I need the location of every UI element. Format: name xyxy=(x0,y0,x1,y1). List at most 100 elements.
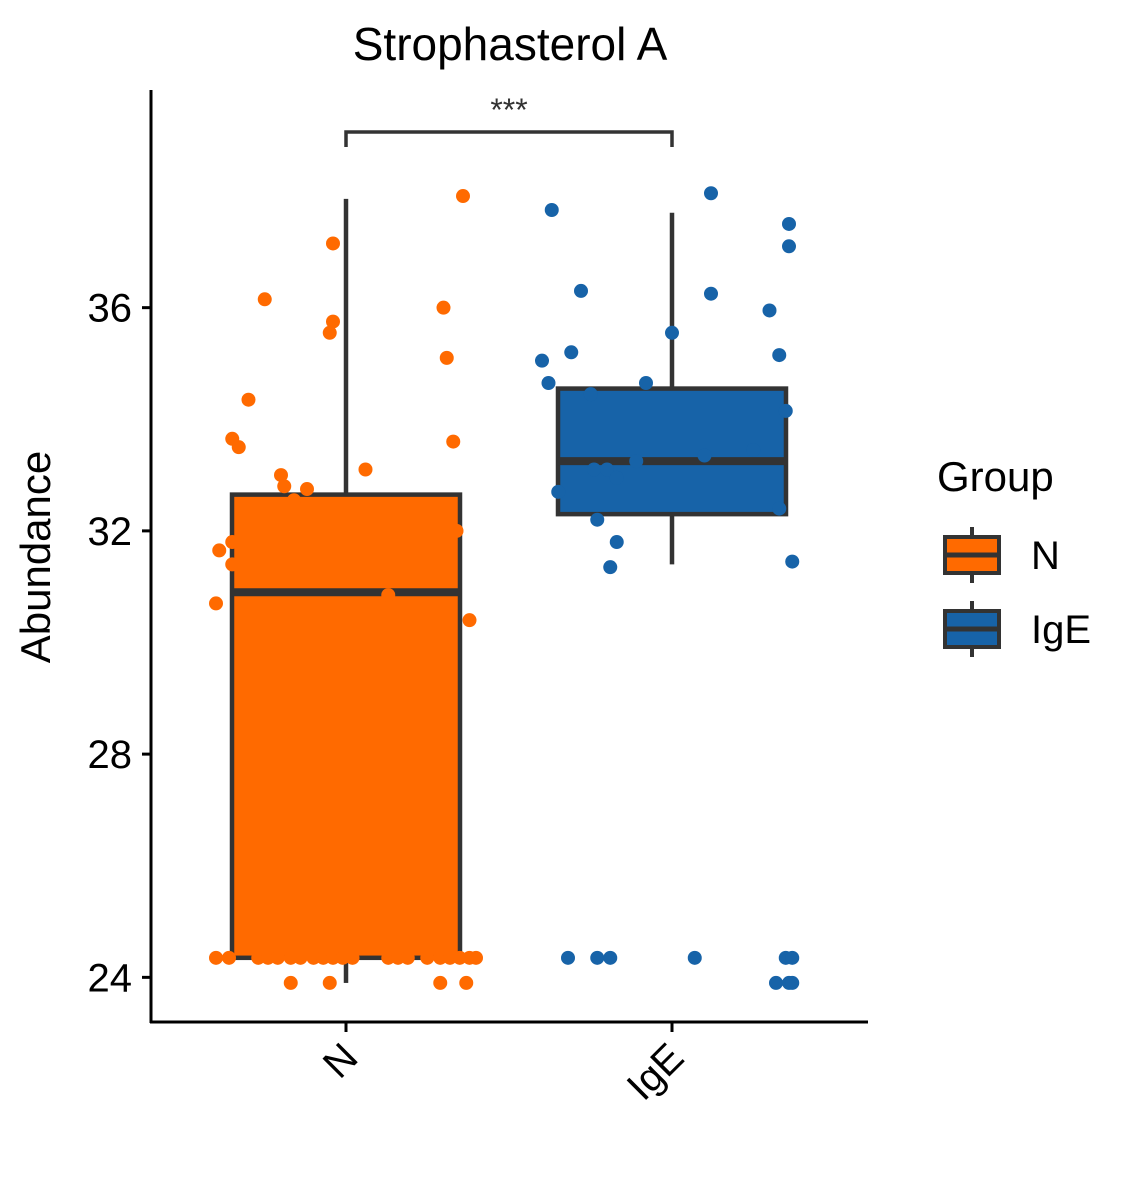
data-point-N-29 xyxy=(322,325,337,340)
data-point-IgE-28 xyxy=(590,950,605,965)
y-tick-label-32: 32 xyxy=(88,510,133,554)
data-point-N-12 xyxy=(381,950,396,965)
data-point-N-34 xyxy=(231,440,246,455)
data-point-IgE-13 xyxy=(583,387,598,402)
chart-title: Strophasterol A xyxy=(353,18,668,70)
data-point-IgE-4 xyxy=(574,283,588,298)
data-point-IgE-29 xyxy=(603,950,618,965)
data-point-IgE-16 xyxy=(587,462,601,477)
data-point-IgE-0 xyxy=(544,202,559,217)
data-point-N-39 xyxy=(300,482,314,497)
data-point-IgE-27 xyxy=(561,950,575,965)
data-point-IgE-2 xyxy=(782,239,796,254)
data-point-N-13 xyxy=(391,950,405,965)
data-point-IgE-15 xyxy=(551,484,566,499)
data-point-IgE-32 xyxy=(785,950,800,965)
data-point-N-40 xyxy=(287,493,301,508)
legend: Group N IgE xyxy=(937,453,1091,657)
data-point-IgE-17 xyxy=(600,462,614,477)
data-point-IgE-21 xyxy=(746,442,761,457)
data-point-N-41 xyxy=(225,535,240,550)
data-point-IgE-19 xyxy=(629,454,644,469)
data-point-N-26 xyxy=(456,189,470,204)
significance-bracket: *** xyxy=(344,92,674,147)
y-axis-label: Abundance xyxy=(12,451,59,664)
data-point-N-32 xyxy=(241,392,256,407)
significance-bracket-line xyxy=(344,130,674,147)
data-point-IgE-11 xyxy=(541,375,556,390)
data-point-N-14 xyxy=(400,950,415,965)
data-point-IgE-1 xyxy=(704,186,718,201)
significance-label: *** xyxy=(490,92,527,128)
legend-entry-N: N xyxy=(943,527,1060,583)
data-point-N-42 xyxy=(212,543,227,558)
legend-entry-IgE: IgE xyxy=(943,601,1091,657)
data-point-N-15 xyxy=(420,950,435,965)
data-point-IgE-10 xyxy=(772,348,787,363)
legend-label-N: N xyxy=(1031,534,1060,578)
y-tick-label-24: 24 xyxy=(88,956,133,1000)
x-tick-label-IgE: IgE xyxy=(619,1035,693,1109)
data-point-N-5 xyxy=(283,950,298,965)
data-point-N-47 xyxy=(462,613,477,628)
data-point-IgE-5 xyxy=(704,286,718,301)
data-point-IgE-9 xyxy=(665,325,679,340)
x-tick-label-N: N xyxy=(315,1035,367,1087)
x-ticks: N IgE xyxy=(315,1022,693,1109)
data-point-N-0 xyxy=(209,950,223,965)
data-point-N-28 xyxy=(326,314,340,329)
data-point-IgE-22 xyxy=(590,512,605,527)
data-point-N-3 xyxy=(261,950,275,965)
data-point-N-27 xyxy=(257,292,272,307)
data-point-N-20 xyxy=(469,950,483,965)
data-point-N-9 xyxy=(326,950,340,965)
data-point-IgE-14 xyxy=(778,403,793,418)
data-point-N-43 xyxy=(225,557,240,572)
data-point-IgE-33 xyxy=(769,975,783,990)
data-point-IgE-24 xyxy=(603,560,618,575)
data-point-N-21 xyxy=(283,975,298,990)
data-point-N-44 xyxy=(209,596,223,611)
data-point-N-18 xyxy=(452,950,467,965)
data-point-IgE-35 xyxy=(785,975,800,990)
plot-area xyxy=(209,186,800,990)
data-point-N-17 xyxy=(443,950,457,965)
data-point-N-6 xyxy=(293,950,308,965)
data-point-IgE-26 xyxy=(772,501,787,516)
data-point-IgE-8 xyxy=(535,353,549,368)
data-point-IgE-7 xyxy=(564,345,579,360)
box-N xyxy=(229,492,463,961)
y-tick-label-36: 36 xyxy=(88,287,133,331)
data-point-N-25 xyxy=(326,236,340,251)
legend-entries: N IgE xyxy=(943,527,1091,657)
y-ticks: 24 28 32 36 xyxy=(88,287,151,1000)
data-point-N-7 xyxy=(306,950,321,965)
y-tick-label-28: 28 xyxy=(88,733,133,777)
data-point-N-37 xyxy=(274,468,288,483)
data-point-IgE-25 xyxy=(785,554,800,569)
data-point-IgE-6 xyxy=(762,303,777,318)
data-point-N-4 xyxy=(270,950,285,965)
data-point-N-24 xyxy=(459,975,474,990)
data-point-N-10 xyxy=(335,950,350,965)
data-point-N-38 xyxy=(277,479,292,494)
data-point-IgE-3 xyxy=(782,216,796,231)
data-point-N-30 xyxy=(436,300,451,315)
data-point-N-46 xyxy=(449,523,464,538)
data-point-N-11 xyxy=(345,950,360,965)
data-point-IgE-18 xyxy=(609,470,624,485)
data-point-IgE-23 xyxy=(609,535,624,550)
legend-label-IgE: IgE xyxy=(1031,608,1091,652)
data-point-N-45 xyxy=(381,588,396,603)
data-point-N-31 xyxy=(439,350,454,365)
data-point-N-8 xyxy=(316,950,331,965)
data-point-N-35 xyxy=(446,434,461,449)
data-point-IgE-30 xyxy=(687,950,702,965)
data-point-N-36 xyxy=(358,462,373,477)
data-point-N-23 xyxy=(433,975,448,990)
data-point-N-1 xyxy=(222,950,236,965)
data-point-N-22 xyxy=(322,975,337,990)
data-point-N-2 xyxy=(251,950,266,965)
legend-title: Group xyxy=(937,453,1054,500)
